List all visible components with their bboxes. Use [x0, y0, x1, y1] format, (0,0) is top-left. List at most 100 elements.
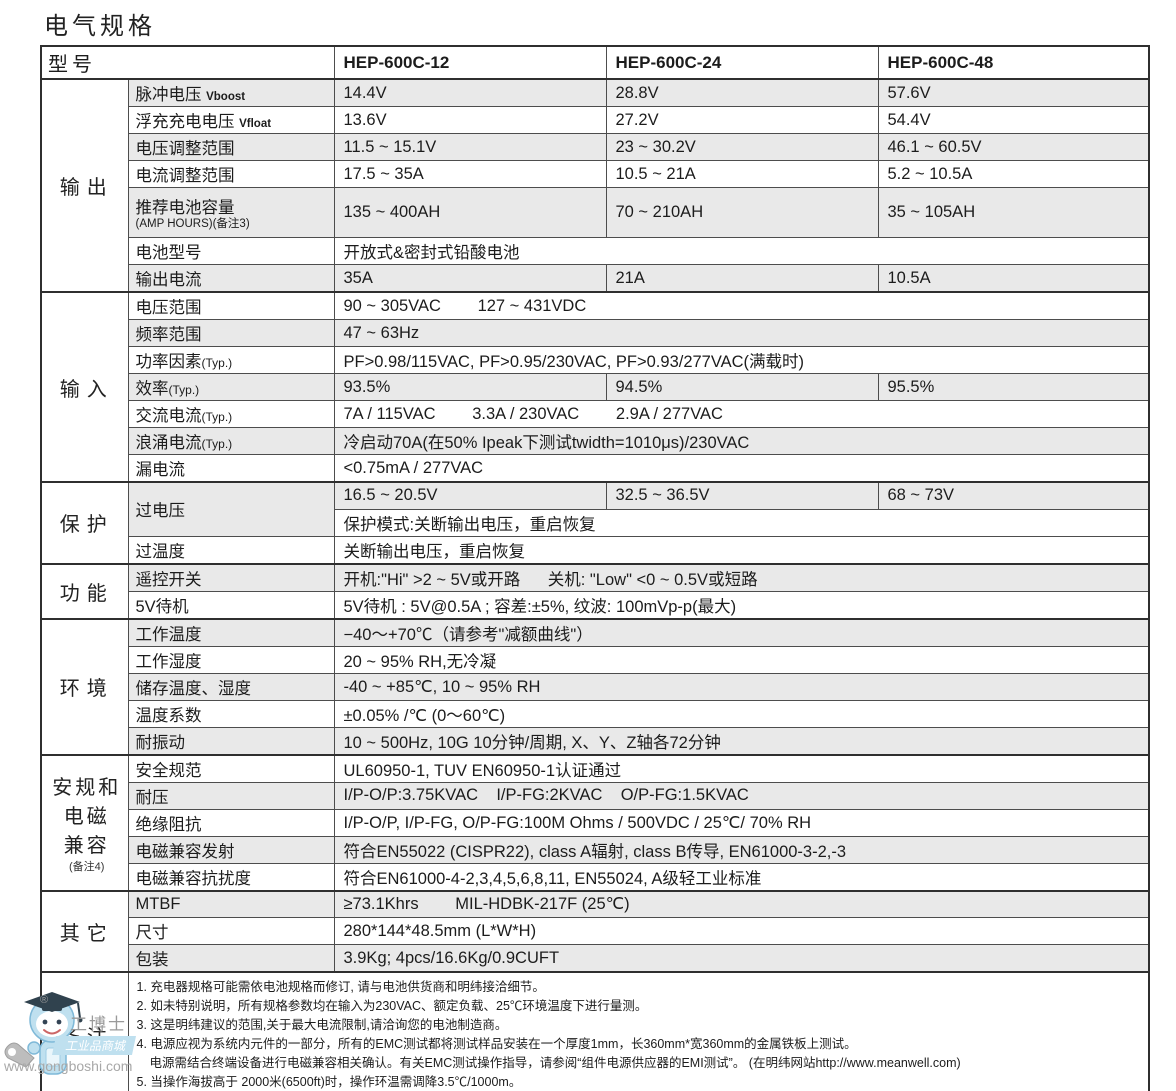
label-efficiency: 效率(Typ.)	[127, 373, 335, 401]
row-withstand-voltage: 耐压 I/P-O/P:3.75KVAC I/P-FG:2KVAC O/P-FG:…	[41, 781, 1150, 810]
value-power-factor: PF>0.98/115VAC, PF>0.95/230VAC, PF>0.93/…	[333, 346, 1150, 374]
row-battery-type: 电池型号 开放式&密封式铅酸电池	[41, 237, 1150, 265]
row-pulse-voltage: 输出 脉冲电压 Vboost 14.4V 28.8V 57.6V	[40, 78, 1150, 293]
row-power-factor: 功率因素(Typ.) PF>0.98/115VAC, PF>0.95/230VA…	[41, 346, 1150, 374]
value-vadj-24: 23 ~ 30.2V	[605, 133, 879, 161]
value-voltage-range: 90 ~ 305VAC 127 ~ 431VDC	[333, 291, 1150, 320]
label-storage-temp: 储存温度、湿度	[127, 672, 335, 701]
value-iout-12: 35A	[333, 264, 607, 293]
label-5v-standby: 5V待机	[127, 590, 335, 619]
value-over-temperature: 关断输出电压，重启恢复	[333, 535, 1150, 564]
label-over-voltage: 过电压	[127, 481, 335, 537]
battcap-sub: (AMP HOURS)(备注3)	[135, 218, 250, 230]
row-ovp-mode: 保护模式:关断输出电压，重启恢复	[41, 508, 1150, 537]
row-isolation-resistance: 绝缘阻抗 I/P-O/P, I/P-FG, O/P-FG:100M Ohms /…	[41, 808, 1150, 837]
section-protection: 保护	[40, 481, 129, 564]
section-safety-emc: 安规和 电磁 兼容 (备注4)	[40, 753, 129, 891]
label-power-factor: 功率因素(Typ.)	[127, 346, 335, 374]
value-vibration: 10 ~ 500Hz, 10G 10分钟/周期, X、Y、Z轴各72分钟	[333, 726, 1150, 755]
value-vboost-48: 57.6V	[877, 78, 1150, 107]
iac-typ: (Typ.)	[201, 410, 233, 424]
row-safety-standards: 安规和 电磁 兼容 (备注4) 安全规范 UL60950-1, TUV EN60…	[40, 753, 1150, 891]
value-iadj-12: 17.5 ~ 35A	[333, 160, 607, 188]
value-eff-12: 93.5%	[333, 373, 607, 401]
value-remote-switch: 开机:"Hi" >2 ~ 5V或开路 关机: "Low" <0 ~ 0.5V或短…	[333, 562, 1150, 592]
value-working-temp: −40～+70℃（请参考"减额曲线"）	[333, 617, 1150, 647]
notes-content: 1. 充电器规格可能需依电池规格而修订, 请与电池供货商和明纬接洽细节。 2. …	[127, 971, 1150, 1091]
value-iout-24: 21A	[605, 264, 879, 293]
label-leakage-current: 漏电流	[127, 454, 335, 483]
value-vadj-12: 11.5 ~ 15.1V	[333, 133, 607, 161]
value-ovp-24: 32.5 ~ 36.5V	[605, 481, 879, 510]
label-voltage-range: 电压范围	[127, 291, 335, 320]
value-ovp-mode: 保护模式:关断输出电压，重启恢复	[333, 508, 1150, 537]
value-dimension: 280*144*48.5mm (L*W*H)	[333, 917, 1150, 945]
safety-section-note: (备注4)	[69, 861, 105, 873]
section-output: 输出	[40, 78, 129, 293]
value-isolation-resistance: I/P-O/P, I/P-FG, O/P-FG:100M Ohms / 500V…	[333, 808, 1150, 837]
row-emc-immunity: 电磁兼容抗扰度 符合EN61000-4-2,3,4,5,6,8,11, EN55…	[41, 862, 1150, 891]
row-over-temperature: 过温度 关断输出电压，重启恢复	[41, 535, 1150, 564]
row-mtbf: 其它 MTBF ≥73.1Khrs MIL-HDBK-217F (25℃)	[40, 889, 1150, 973]
row-efficiency: 效率(Typ.) 93.5% 94.5% 95.5%	[41, 373, 1150, 401]
note-1: 1. 充电器规格可能需依电池规格而修订, 请与电池供货商和明纬接洽细节。	[136, 980, 545, 994]
value-ovp-48: 68 ~ 73V	[877, 481, 1150, 510]
label-working-temp: 工作温度	[127, 617, 335, 647]
row-packing: 包装 3.9Kg; 4pcs/16.6Kg/0.9CUFT	[41, 944, 1150, 973]
spec-table-wrap: 型号 HEP-600C-12 HEP-600C-24 HEP-600C-48 输…	[40, 45, 1150, 1091]
label-dimension: 尺寸	[127, 917, 335, 945]
pf-typ: (Typ.)	[201, 356, 233, 370]
value-temp-coefficient: ±0.05% /℃ (0～60℃)	[333, 699, 1150, 728]
label-isolation-resistance: 绝缘阻抗	[127, 808, 335, 837]
value-inrush-current: 冷启动70A(在50% Ipeak下测试twidth=1010μs)/230VA…	[333, 427, 1150, 455]
row-leakage-current: 漏电流 <0.75mA / 277VAC	[41, 454, 1150, 483]
value-frequency-range: 47 ~ 63Hz	[333, 319, 1150, 347]
section-others: 其它	[40, 889, 129, 973]
row-inrush-current: 浪涌电流(Typ.) 冷启动70A(在50% Ipeak下测试twidth=10…	[41, 427, 1150, 455]
note-4: 4. 电源应视为系统内元件的一部分，所有的EMC测试都将测试样品安装在一个厚度1…	[136, 1037, 857, 1051]
row-5v-standby: 5V待机 5V待机 : 5V@0.5A ; 容差:±5%, 纹波: 100mVp…	[41, 590, 1150, 619]
value-5v-standby: 5V待机 : 5V@0.5A ; 容差:±5%, 纹波: 100mVp-p(最大…	[333, 590, 1150, 619]
value-vfloat-24: 27.2V	[605, 106, 879, 134]
value-vfloat-12: 13.6V	[333, 106, 607, 134]
value-battcap-48: 35 ~ 105AH	[877, 187, 1150, 238]
value-battcap-12: 135 ~ 400AH	[333, 187, 607, 238]
value-storage-temp: -40 ~ +85℃, 10 ~ 95% RH	[333, 672, 1150, 701]
row-remote-switch: 功能 遥控开关 开机:"Hi" >2 ~ 5V或开路 关机: "Low" <0 …	[40, 562, 1150, 619]
inrush-typ: (Typ.)	[201, 437, 233, 451]
label-float-voltage: 浮充充电电压 Vfloat	[127, 106, 335, 134]
row-emc-emission: 电磁兼容发射 符合EN55022 (CISPR22), class A辐射, c…	[41, 835, 1150, 864]
value-withstand-voltage: I/P-O/P:3.75KVAC I/P-FG:2KVAC O/P-FG:1.5…	[333, 781, 1150, 810]
value-vfloat-48: 54.4V	[877, 106, 1150, 134]
row-ac-current: 交流电流(Typ.) 7A / 115VAC 3.3A / 230VAC 2.9…	[41, 400, 1150, 428]
label-output-current: 输出电流	[127, 264, 335, 293]
value-emc-immunity: 符合EN61000-4-2,3,4,5,6,8,11, EN55024, A级轻…	[333, 862, 1150, 891]
spec-table: 型号 HEP-600C-12 HEP-600C-24 HEP-600C-48 输…	[40, 45, 1150, 1091]
row-output-current: 输出电流 35A 21A 10.5A	[41, 264, 1150, 293]
row-float-voltage: 浮充充电电压 Vfloat 13.6V 27.2V 54.4V	[41, 106, 1150, 134]
label-mtbf: MTBF	[127, 889, 335, 918]
label-battery-capacity: 推荐电池容量 (AMP HOURS)(备注3)	[127, 187, 335, 238]
label-voltage-adjust: 电压调整范围	[127, 133, 335, 161]
value-iadj-24: 10.5 ~ 21A	[605, 160, 879, 188]
row-frequency-range: 频率范围 47 ~ 63Hz	[41, 319, 1150, 347]
value-iout-48: 10.5A	[877, 264, 1150, 293]
row-temp-coefficient: 温度系数 ±0.05% /℃ (0～60℃)	[41, 699, 1150, 728]
row-dimension: 尺寸 280*144*48.5mm (L*W*H)	[41, 917, 1150, 945]
row-voltage-adjust: 电压调整范围 11.5 ~ 15.1V 23 ~ 30.2V 46.1 ~ 60…	[41, 133, 1150, 161]
label-inrush-current: 浪涌电流(Typ.)	[127, 427, 335, 455]
vboost-sub: Vboost	[206, 91, 246, 103]
row-current-adjust: 电流调整范围 17.5 ~ 35A 10.5 ~ 21A 5.2 ~ 10.5A	[41, 160, 1150, 188]
value-battery-type: 开放式&密封式铅酸电池	[333, 237, 1150, 265]
label-remote-switch: 遥控开关	[127, 562, 335, 592]
section-input: 输入	[40, 291, 129, 483]
label-frequency-range: 频率范围	[127, 319, 335, 347]
label-emc-immunity: 电磁兼容抗扰度	[127, 862, 335, 891]
value-battcap-24: 70 ~ 210AH	[605, 187, 879, 238]
eff-typ: (Typ.)	[168, 383, 200, 397]
label-ac-current: 交流电流(Typ.)	[127, 400, 335, 428]
row-vibration: 耐振动 10 ~ 500Hz, 10G 10分钟/周期, X、Y、Z轴各72分钟	[41, 726, 1150, 755]
label-packing: 包装	[127, 944, 335, 973]
value-iadj-48: 5.2 ~ 10.5A	[877, 160, 1150, 188]
value-vboost-12: 14.4V	[333, 78, 607, 107]
